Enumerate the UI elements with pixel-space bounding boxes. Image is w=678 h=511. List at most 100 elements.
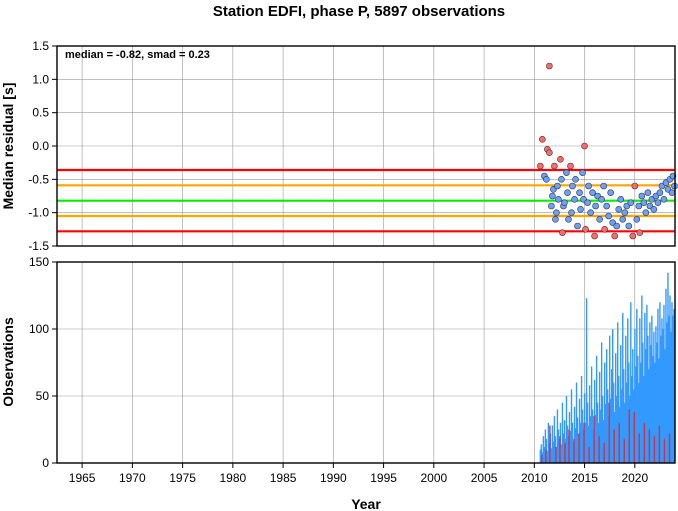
observation-bar <box>539 449 542 463</box>
observation-bar <box>547 422 550 463</box>
x-tick-label: 1970 <box>119 471 146 485</box>
residual-point <box>636 229 644 236</box>
residual-ytick-label: 1.0 <box>32 72 49 86</box>
residual-point <box>631 182 639 190</box>
residual-ytick-label: 0.0 <box>32 139 49 153</box>
bottom-y-axis-title: Observations <box>0 317 16 407</box>
observation-bar <box>608 335 611 463</box>
residual-point <box>601 226 608 233</box>
observation-bar <box>649 322 651 463</box>
x-tick-label: 1990 <box>320 471 347 485</box>
residual-point <box>554 182 561 190</box>
residual-ytick-label: -0.5 <box>28 172 49 186</box>
observation-bar <box>569 430 572 463</box>
observation-bar <box>604 404 607 463</box>
observation-bar <box>672 315 674 463</box>
observation-bar <box>549 425 551 463</box>
residual-point <box>640 199 648 206</box>
residual-ytick-label: -1.5 <box>28 239 49 253</box>
residual-point <box>629 232 637 240</box>
observation-bar <box>599 409 602 463</box>
observation-bar <box>641 295 643 463</box>
observation-bar <box>575 382 578 463</box>
residual-point <box>633 216 641 223</box>
observation-bar <box>613 382 615 463</box>
observation-bar <box>654 362 656 463</box>
observation-bar <box>661 318 663 463</box>
residual-panel: -1.5 -1.0 -0.5 0.0 0.5 1.0 1.5 <box>28 39 678 253</box>
residual-point <box>591 232 598 240</box>
residual-point <box>571 196 578 203</box>
observation-bar <box>606 389 609 463</box>
x-axis-title: Year <box>351 496 381 511</box>
observation-bar <box>603 442 605 463</box>
x-tick-label: 1965 <box>69 471 96 485</box>
observation-bar <box>627 318 629 463</box>
observation-bar <box>555 446 557 463</box>
residual-point <box>613 222 621 230</box>
observations-frame <box>56 261 676 464</box>
x-tick-label: 1995 <box>370 471 397 485</box>
residual-point <box>587 209 594 216</box>
residual-point <box>581 142 588 150</box>
residual-point <box>546 149 553 156</box>
observation-bar <box>566 425 569 463</box>
observation-bar <box>643 422 646 463</box>
observation-bar <box>621 389 623 463</box>
residual-point <box>569 182 576 190</box>
observation-bar <box>623 438 625 463</box>
residual-point <box>551 162 558 170</box>
observation-bar <box>541 454 543 463</box>
observation-bar <box>540 444 543 463</box>
observation-bar <box>638 382 640 463</box>
observation-bar <box>653 331 655 463</box>
observation-bar <box>576 417 579 463</box>
observation-bar <box>618 422 620 463</box>
residual-point <box>617 196 625 203</box>
residual-point <box>549 192 556 200</box>
residual-point <box>642 209 650 216</box>
observation-bar <box>573 406 576 463</box>
observation-bar <box>648 369 650 463</box>
observation-bar <box>658 358 660 463</box>
residual-point <box>619 216 627 223</box>
observation-bar <box>584 422 587 463</box>
observation-bar <box>657 308 659 463</box>
observation-bar <box>570 389 573 463</box>
observation-bar <box>660 335 662 463</box>
x-tick-label: 2000 <box>420 471 447 485</box>
observation-bar <box>594 414 597 463</box>
observation-bar <box>635 366 637 463</box>
observation-bar <box>626 382 628 463</box>
residual-point <box>656 189 664 196</box>
x-tick-label: 2015 <box>571 471 598 485</box>
residual-point <box>543 176 550 183</box>
observation-bar <box>670 331 672 463</box>
observation-bar <box>640 362 642 463</box>
residual-point <box>627 199 635 206</box>
observation-bar <box>659 302 661 463</box>
stats-annotation: median = -0.82, smad = 0.23 <box>65 49 210 61</box>
observations-panel: 0 50 100 150 1965 1970 1975 1980 1985 1990 1995 200… <box>29 255 676 485</box>
residual-ytick-label: 1.5 <box>32 39 49 53</box>
observation-bar <box>615 353 617 463</box>
observation-bar <box>652 355 654 463</box>
observation-bar <box>562 433 565 463</box>
observation-bar <box>651 315 653 463</box>
residual-frame <box>56 45 676 247</box>
observation-bar <box>650 345 652 463</box>
residual-point <box>650 206 658 213</box>
residual-point <box>605 212 612 220</box>
observation-bar <box>655 326 657 463</box>
observation-bar <box>622 312 624 463</box>
residual-point <box>635 202 643 210</box>
observation-bar <box>588 385 591 463</box>
observation-bar <box>586 402 589 463</box>
residual-point <box>555 196 562 203</box>
residual-point <box>596 216 603 223</box>
observation-bar <box>609 398 612 463</box>
residual-point <box>592 202 599 210</box>
observation-bar <box>545 449 547 463</box>
observation-bar <box>585 298 588 463</box>
residual-point <box>576 189 583 196</box>
